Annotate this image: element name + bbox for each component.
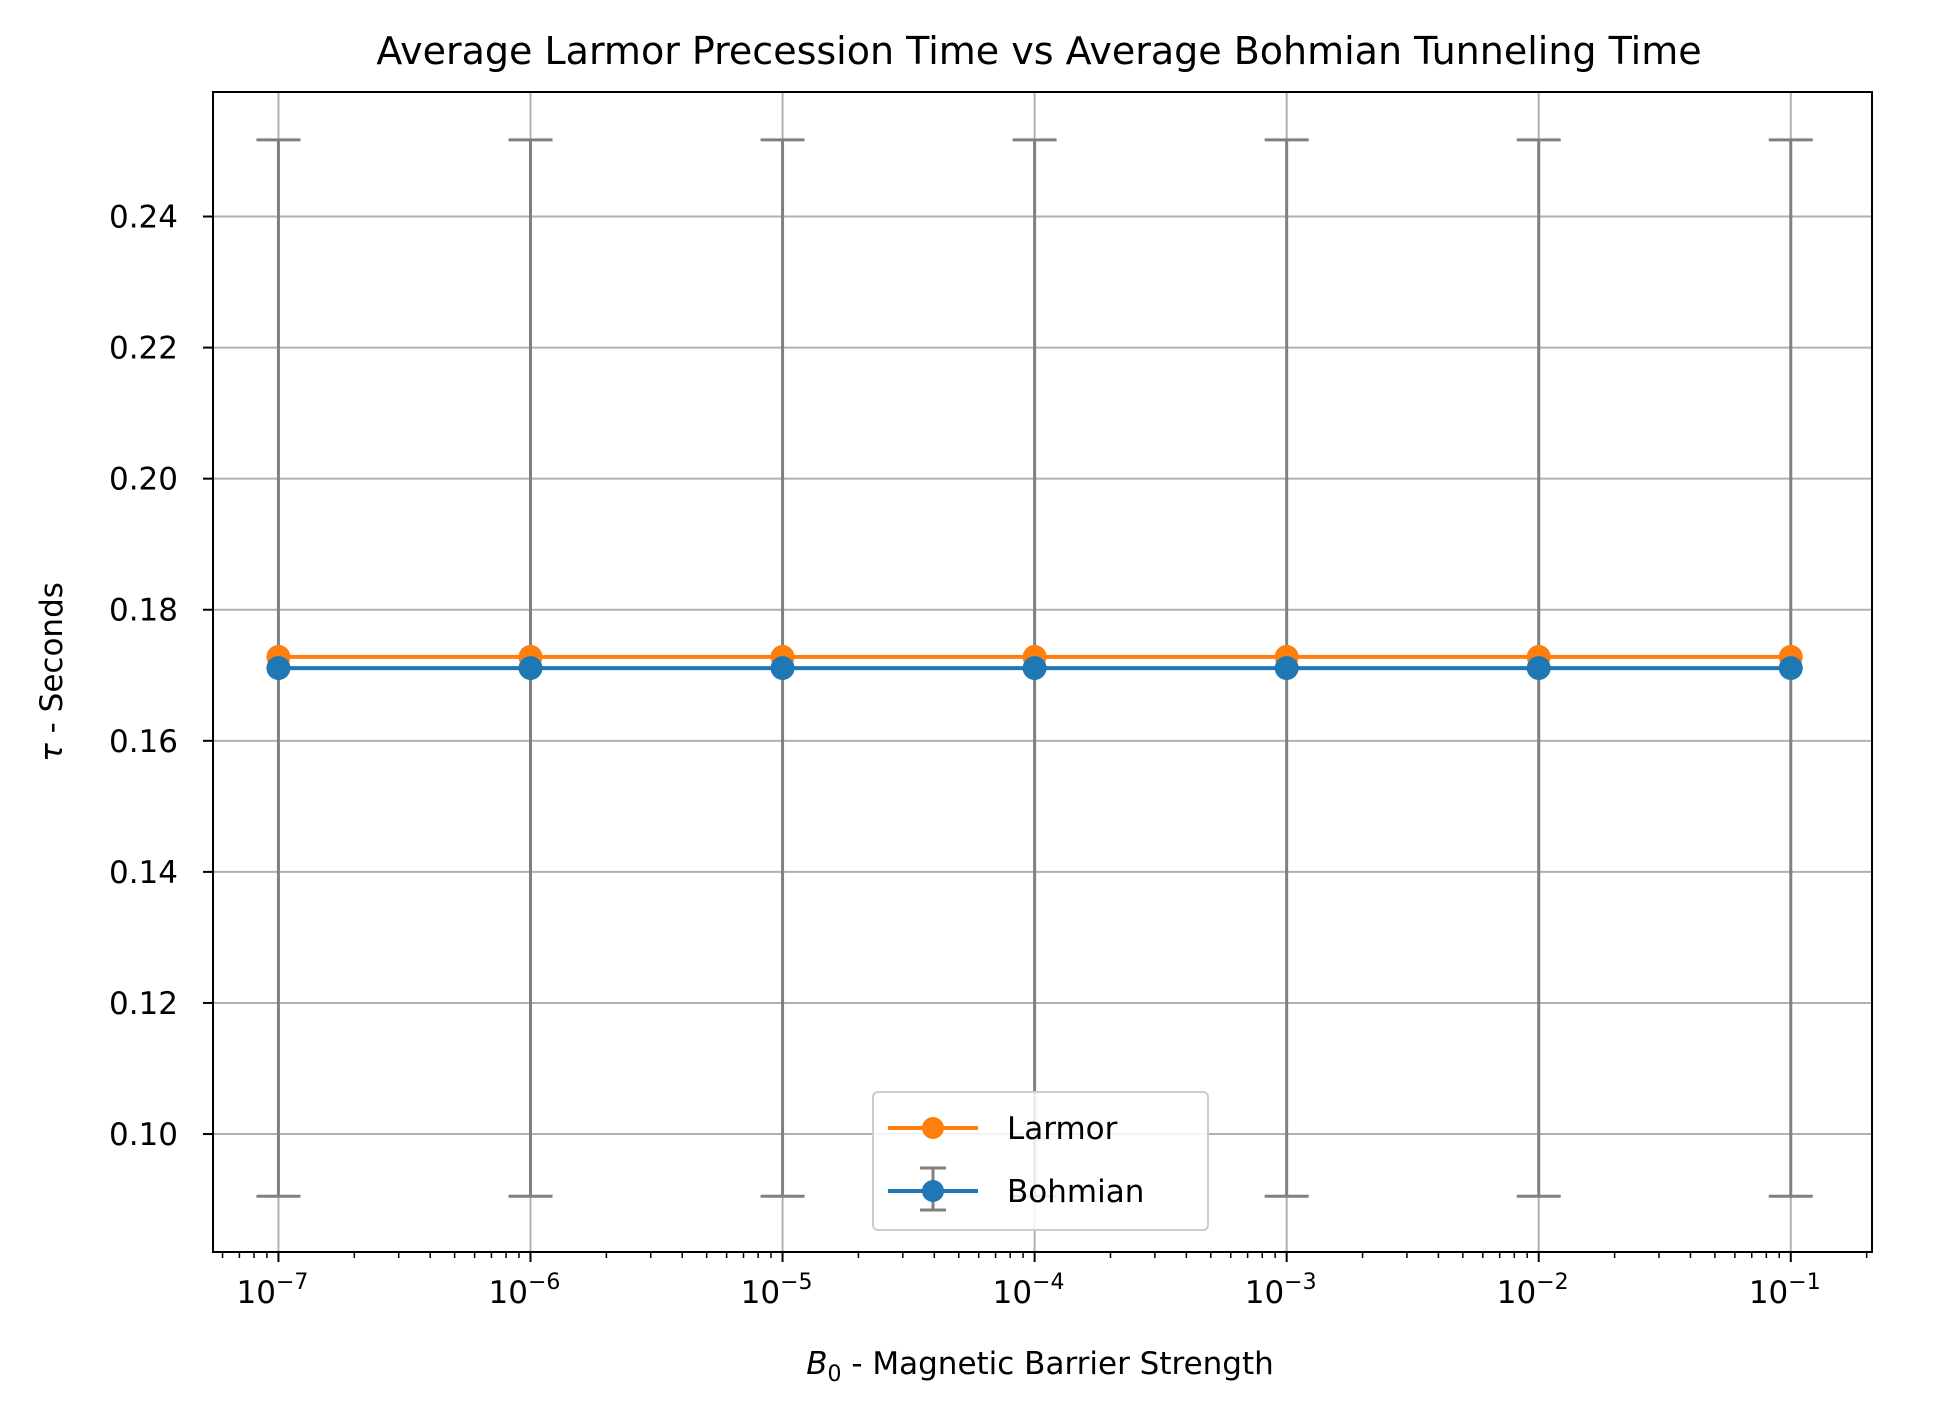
y-tick-label: 0.16 [109, 724, 178, 760]
x-tick-label: 10−5 [741, 1270, 813, 1311]
x-tick-exponent: −5 [780, 1270, 812, 1295]
data-point-bohmian [518, 656, 543, 681]
x-tick-label: 10−2 [1497, 1270, 1569, 1311]
data-point-bohmian [1022, 656, 1047, 681]
legend-marker-larmor [922, 1117, 944, 1139]
x-axis: 10−7 10−6 10−5 10−4 10−3 10−2 10−1 [221, 1252, 1868, 1311]
x-tick-base: 10 [236, 1275, 275, 1311]
x-tick-label: 10−1 [1749, 1270, 1821, 1311]
y-tick-label: 0.12 [109, 986, 178, 1022]
legend-marker-bohmian [922, 1180, 944, 1202]
data-point-bohmian [770, 656, 795, 681]
x-tick-base: 10 [1497, 1275, 1536, 1311]
data-point-bohmian [266, 656, 291, 681]
x-tick-exponent: −2 [1536, 1270, 1568, 1295]
x-tick-base: 10 [1749, 1275, 1788, 1311]
y-tick-label: 0.22 [109, 331, 178, 367]
legend-label-bohmian: Bohmian [1007, 1174, 1144, 1210]
data-point-bohmian [1526, 656, 1551, 681]
data-point-bohmian [1778, 656, 1803, 681]
x-tick-label: 10−7 [236, 1270, 308, 1311]
plot-frame [212, 91, 1873, 1253]
x-tick-base: 10 [489, 1275, 528, 1311]
y-tick-label: 0.10 [109, 1117, 178, 1153]
chart-title: Average Larmor Precession Time vs Averag… [376, 29, 1701, 73]
data-point-bohmian [1274, 656, 1299, 681]
legend-label-larmor: Larmor [1007, 1111, 1118, 1147]
series-markers [266, 644, 1803, 681]
x-tick-label: 10−4 [993, 1270, 1065, 1311]
x-tick-exponent: −7 [276, 1270, 308, 1295]
legend: Larmor Bohmian [872, 1091, 1209, 1231]
x-tick-base: 10 [1245, 1275, 1284, 1311]
x-tick-exponent: −4 [1032, 1270, 1064, 1295]
x-axis-text: - Magnetic Barrier Strength [841, 1346, 1273, 1382]
y-axis-label: τ - Seconds [34, 582, 70, 762]
x-tick-label: 10−6 [489, 1270, 561, 1311]
x-axis-label: B0 - Magnetic Barrier Strength [806, 1346, 1274, 1387]
y-axis-text: - Seconds [34, 582, 70, 743]
y-tick-label: 0.18 [109, 593, 178, 629]
y-tick-label: 0.14 [109, 855, 178, 891]
x-tick-label: 10−3 [1245, 1270, 1317, 1311]
y-axis-symbol: τ [34, 743, 70, 762]
x-tick-exponent: −6 [528, 1270, 560, 1295]
x-tick-base: 10 [741, 1275, 780, 1311]
y-tick-label: 0.20 [109, 462, 178, 498]
y-tick-label: 0.24 [109, 200, 178, 236]
x-tick-exponent: −3 [1284, 1270, 1316, 1295]
x-axis-subscript: 0 [827, 1362, 841, 1387]
x-tick-base: 10 [993, 1275, 1032, 1311]
x-axis-symbol: B [806, 1346, 827, 1382]
x-tick-exponent: −1 [1788, 1270, 1820, 1295]
y-axis: 0.10 0.12 0.14 0.16 0.18 0.20 0.22 0.24 [109, 200, 213, 1153]
